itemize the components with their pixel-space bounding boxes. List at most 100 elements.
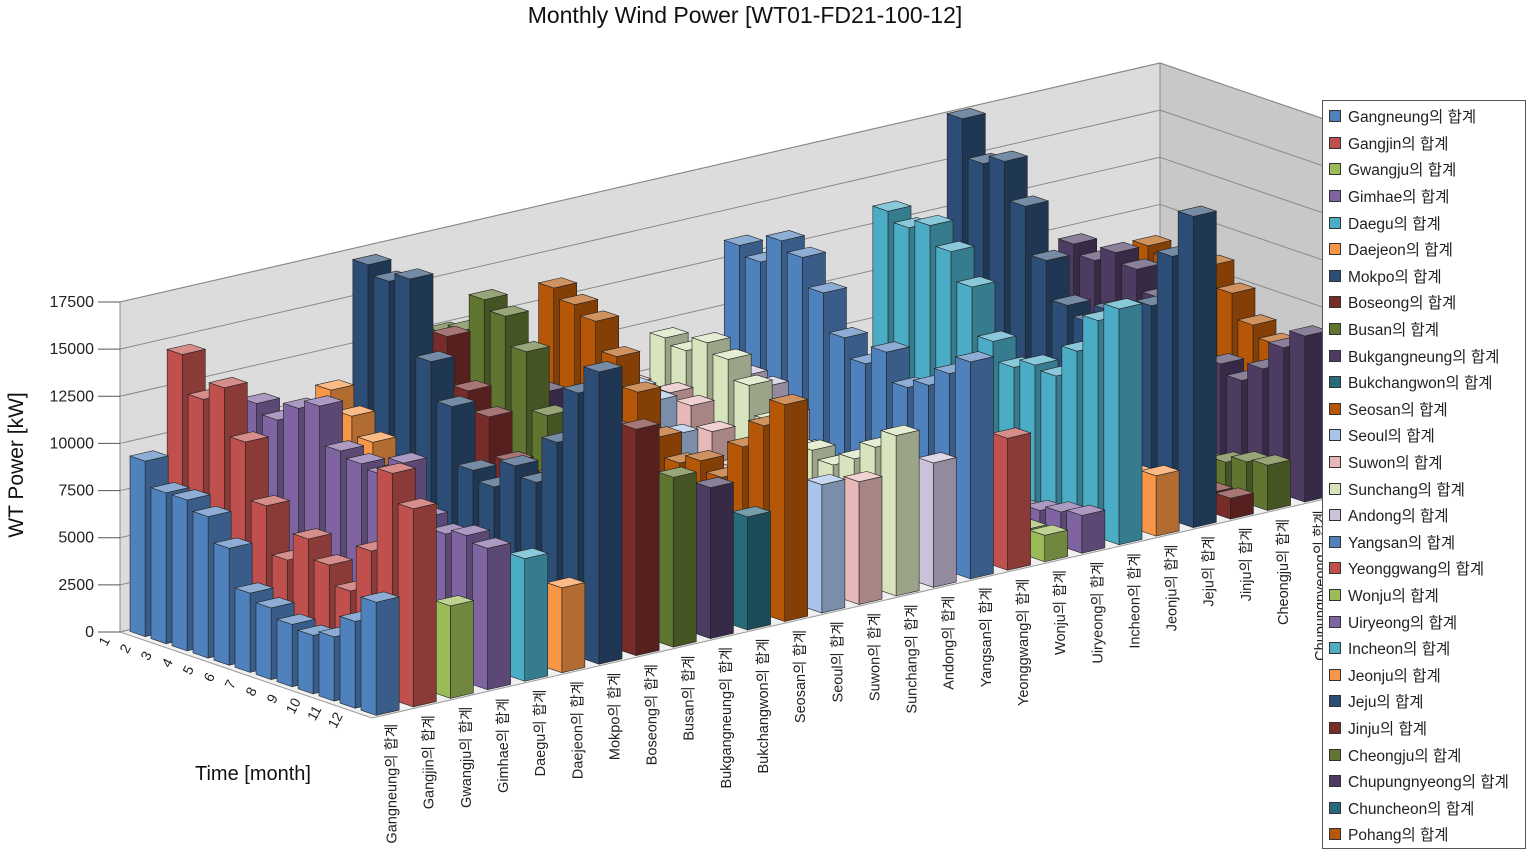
legend-label: Jinju의 합계 (1348, 720, 1427, 738)
bar (657, 466, 698, 648)
series-axis-label: Bukgangneung의 합계 (718, 647, 735, 789)
bar (805, 473, 846, 614)
month-tick-label: 11 (304, 703, 325, 724)
bar (768, 393, 809, 622)
gridline (119, 62, 1161, 303)
y-tick-label: 12500 (50, 388, 95, 405)
legend-item: Uiryeong의 합계 (1323, 608, 1525, 635)
legend-label: Yangsan의 합계 (1348, 534, 1456, 552)
month-tick-label: 7 (221, 677, 239, 692)
x-axis-label: Time [month] (195, 763, 311, 785)
legend-swatch (1329, 136, 1341, 149)
legend-item: Incheon의 합계 (1323, 635, 1525, 662)
legend-label: Sunchang의 합계 (1348, 481, 1465, 499)
legend-label: Bukgangneung의 합계 (1348, 348, 1500, 366)
legend-item: Andong의 합계 (1323, 502, 1525, 529)
legend-item: Cheongju의 합계 (1323, 741, 1525, 768)
legend-label: Seosan의 합계 (1348, 401, 1448, 419)
month-tick-label: 2 (116, 641, 134, 656)
series-axis-label: Mokpo의 합계 (606, 673, 623, 761)
legend-item: Suwon의 합계 (1323, 449, 1525, 476)
series-axis-label: Daegu의 합계 (532, 690, 549, 777)
bar (731, 506, 772, 631)
legend-item: Bukgangneung의 합계 (1323, 342, 1525, 369)
bar (917, 452, 958, 588)
bar (1251, 454, 1292, 511)
legend-swatch (1329, 721, 1341, 734)
month-tick-label: 10 (282, 695, 304, 716)
bar (1288, 325, 1329, 503)
series-axis-label: Gangneung의 합계 (384, 724, 401, 844)
bar (508, 547, 549, 682)
legend-swatch (1329, 509, 1341, 522)
legend-item: Bukchangwon의 합계 (1323, 369, 1525, 396)
series-axis-label: Seoul의 합계 (829, 621, 846, 702)
legend-label: Jeju의 합계 (1348, 694, 1424, 712)
legend-label: Gimhae의 합계 (1348, 189, 1450, 207)
legend-label: Jeonju의 합계 (1348, 667, 1441, 685)
series-axis-label: Seosan의 합계 (792, 630, 809, 723)
legend-label: Gwangju의 합계 (1348, 162, 1457, 180)
legend-label: Wonju의 합계 (1348, 587, 1439, 605)
bar (471, 537, 512, 691)
month-tick-label: 4 (158, 655, 176, 670)
bar (879, 424, 921, 597)
month-tick-label: 6 (200, 670, 218, 685)
legend-swatch (1329, 243, 1341, 256)
y-tick-label: 0 (85, 624, 94, 641)
legend-label: Incheon의 합계 (1348, 641, 1451, 659)
y-tick-label: 7500 (58, 483, 94, 500)
legend-swatch (1329, 642, 1341, 655)
legend-swatch (1329, 296, 1341, 309)
series-axis-label: Gangjin의 합계 (421, 715, 438, 809)
legend-label: Busan의 합계 (1348, 322, 1440, 340)
legend-item: Pohang의 합계 (1323, 821, 1525, 848)
legend-swatch (1329, 801, 1341, 814)
legend-label: Daejeon의 합계 (1348, 242, 1453, 260)
legend-swatch (1329, 535, 1341, 548)
legend-swatch (1329, 323, 1341, 336)
legend-swatch (1329, 269, 1341, 282)
gridline (119, 109, 1161, 350)
legend: Gangneung의 합계 Gangjin의 합계 Gwangju의 합계 Gimha… (1322, 100, 1526, 849)
legend-swatch (1329, 163, 1341, 176)
series-axis-label: Suwon의 합계 (866, 613, 883, 701)
y-tick-label: 15000 (50, 341, 95, 358)
bar (397, 498, 438, 708)
y-axis-label: WT Power [kW] (5, 392, 28, 537)
legend-label: Yeonggwang의 합계 (1348, 561, 1485, 579)
bar (954, 351, 995, 580)
legend-item: Jeju의 합계 (1323, 688, 1525, 715)
legend-label: Uiryeong의 합계 (1348, 614, 1458, 632)
series-axis-label: Gimhae의 합계 (495, 698, 512, 793)
series-axis-label: Daejeon의 합계 (569, 681, 586, 779)
legend-item: Busan의 합계 (1323, 316, 1525, 343)
legend-item: Gimhae의 합계 (1323, 183, 1525, 210)
series-axis-label: Uiryeong의 합계 (1089, 562, 1106, 664)
legend-swatch (1329, 748, 1341, 761)
legend-item: Yeonggwang의 합계 (1323, 555, 1525, 582)
bar (1177, 205, 1218, 529)
bar (991, 427, 1032, 571)
legend-item: Seoul의 합계 (1323, 422, 1525, 449)
series-axis-label: Jinju의 합계 (1238, 527, 1255, 601)
legend-swatch (1329, 668, 1341, 681)
y-tick-label: 17500 (50, 294, 95, 311)
month-tick-label: 8 (242, 684, 260, 699)
legend-item: Seosan의 합계 (1323, 396, 1525, 423)
bar (434, 595, 475, 699)
legend-item: Jinju의 합계 (1323, 715, 1525, 742)
legend-label: Pohang의 합계 (1348, 827, 1449, 845)
legend-item: Chuncheon의 합계 (1323, 794, 1525, 821)
chart-title: Monthly Wind Power [WT01-FD21-100-12] (527, 2, 963, 28)
legend-swatch (1329, 482, 1341, 495)
series-axis-label: Incheon의 합계 (1126, 553, 1143, 649)
month-tick-label: 1 (95, 634, 113, 649)
legend-label: Seoul의 합계 (1348, 428, 1435, 446)
month-tick-label: 9 (263, 691, 281, 706)
legend-item: Jeonju의 합계 (1323, 661, 1525, 688)
bar (1028, 524, 1069, 563)
series-axis-label: Sunchang의 합계 (904, 604, 921, 713)
legend-label: Gangjin의 합계 (1348, 135, 1449, 153)
